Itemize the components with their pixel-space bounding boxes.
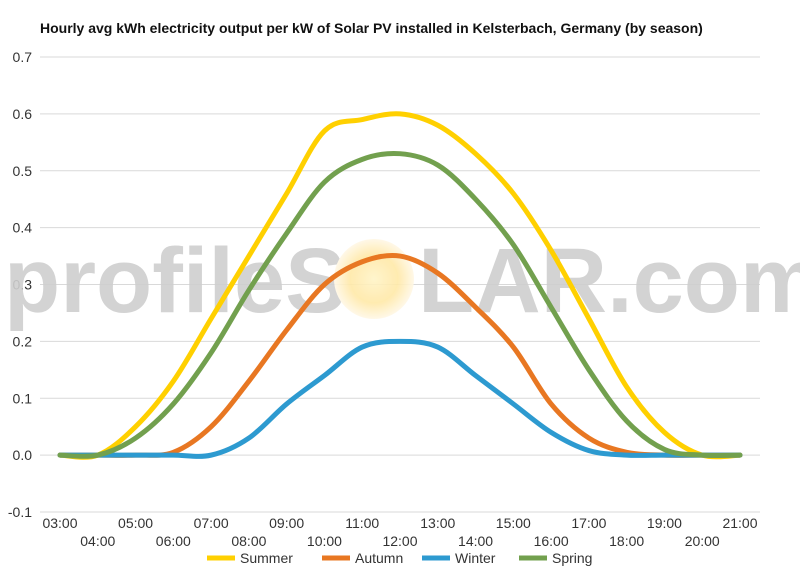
y-tick-label: 0.6 (13, 106, 33, 122)
legend-label-winter: Winter (455, 550, 496, 566)
y-axis-ticks: -0.1 0.0 0.1 0.2 0.3 0.4 0.5 0.6 0.7 (8, 49, 32, 520)
x-tick-label: 10:00 (307, 533, 342, 549)
y-tick-label: 0.0 (13, 447, 33, 463)
y-tick-label: -0.1 (8, 504, 32, 520)
chart-title: Hourly avg kWh electricity output per kW… (40, 20, 703, 36)
watermark-text-right: LAR.com (418, 230, 800, 332)
series-line-winter (57, 338, 743, 459)
watermark-text-left: profileS (4, 230, 346, 332)
y-tick-label: 0.5 (13, 163, 33, 179)
x-tick-label: 14:00 (458, 533, 493, 549)
x-tick-label: 19:00 (647, 515, 682, 531)
legend-label-summer: Summer (240, 550, 293, 566)
x-tick-label: 08:00 (231, 533, 266, 549)
x-tick-label: 06:00 (156, 533, 191, 549)
legend: Summer Autumn Winter Spring (207, 550, 592, 566)
sun-logo-icon (334, 239, 414, 319)
legend-label-autumn: Autumn (355, 550, 403, 566)
x-tick-label: 17:00 (571, 515, 606, 531)
legend-label-spring: Spring (552, 550, 592, 566)
watermark: profileS LAR.com (4, 230, 800, 332)
x-tick-label: 09:00 (269, 515, 304, 531)
series-lines (57, 111, 743, 460)
x-tick-label: 07:00 (194, 515, 229, 531)
series-line-summer (57, 111, 743, 460)
y-tick-label: 0.2 (13, 333, 33, 349)
x-tick-label: 16:00 (534, 533, 569, 549)
x-tick-label: 12:00 (382, 533, 417, 549)
x-tick-label: 21:00 (722, 515, 757, 531)
x-tick-label: 03:00 (42, 515, 77, 531)
y-tick-label: 0.4 (13, 220, 33, 236)
x-tick-label: 05:00 (118, 515, 153, 531)
x-tick-label: 13:00 (420, 515, 455, 531)
y-tick-label: 0.3 (13, 277, 33, 293)
series-line-autumn (57, 252, 743, 458)
x-tick-label: 20:00 (685, 533, 720, 549)
x-tick-label: 15:00 (496, 515, 531, 531)
y-tick-label: 0.7 (13, 49, 33, 65)
x-tick-label: 11:00 (345, 515, 379, 531)
x-tick-label: 04:00 (80, 533, 115, 549)
y-tick-label: 0.1 (13, 390, 33, 406)
series-line-spring (57, 150, 743, 459)
x-tick-label: 18:00 (609, 533, 644, 549)
x-axis-ticks: 03:0004:0005:0006:0007:0008:0009:0010:00… (42, 515, 757, 549)
